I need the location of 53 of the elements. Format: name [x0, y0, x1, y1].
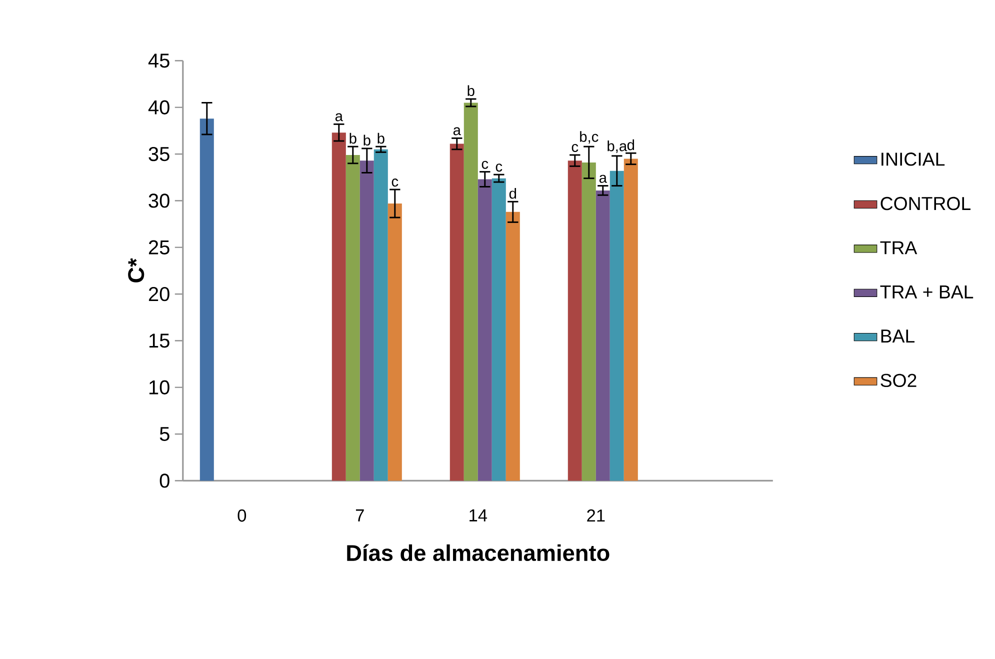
y-tick-label: 30 [148, 194, 170, 208]
bar [568, 160, 582, 481]
bar [492, 178, 506, 481]
legend-label: BAL [881, 330, 914, 343]
data-label: b [350, 132, 356, 144]
data-label: b [378, 132, 384, 144]
data-label: b,c [580, 131, 598, 144]
data-label: a [335, 113, 343, 122]
legend-label: TRA + BAL [880, 285, 974, 298]
y-tick-label: 10 [149, 380, 170, 394]
y-tick-label: 20 [148, 286, 170, 302]
data-label: a [599, 174, 607, 183]
x-tick-label: 0 [238, 509, 246, 522]
y-tick-label: 5 [160, 427, 170, 442]
data-label: c [496, 164, 502, 172]
bar [624, 158, 638, 481]
bar [464, 102, 478, 481]
data-label: b,a [608, 140, 628, 153]
data-label: d [627, 139, 634, 150]
bar [450, 144, 464, 481]
data-label: c [392, 178, 398, 187]
y-tick-label: 15 [149, 334, 170, 348]
data-label: a [453, 127, 461, 136]
x-tick-label: 21 [587, 509, 605, 522]
bar [346, 154, 360, 481]
data-label: b [468, 85, 474, 96]
legend-label: INICIAL [882, 152, 945, 166]
bar [596, 190, 610, 481]
bar [582, 162, 596, 481]
data-label: b [364, 134, 370, 146]
y-tick-label: 0 [160, 474, 170, 488]
legend-label: SO2 [880, 374, 916, 388]
bar [388, 204, 402, 481]
bar [610, 170, 624, 481]
bar [360, 160, 374, 481]
bar [332, 132, 346, 481]
bar [374, 149, 388, 481]
bar [200, 118, 214, 481]
x-tick-label: 7 [356, 509, 364, 522]
legend-label: CONTROL [880, 196, 970, 210]
x-axis-title: Días de almacenamiento [347, 544, 610, 562]
y-tick-label: 40 [148, 100, 170, 114]
data-label: d [509, 188, 516, 199]
legend-label: TRA [880, 241, 918, 254]
data-label: c [482, 160, 488, 169]
bar [506, 212, 520, 481]
bar [478, 179, 492, 481]
y-axis-title: C* [128, 258, 144, 282]
data-label: c [572, 144, 578, 152]
y-tick-label: 35 [148, 146, 170, 162]
x-tick-label: 14 [470, 509, 488, 522]
y-tick-label: 25 [148, 240, 170, 254]
y-tick-label: 45 [148, 54, 170, 68]
